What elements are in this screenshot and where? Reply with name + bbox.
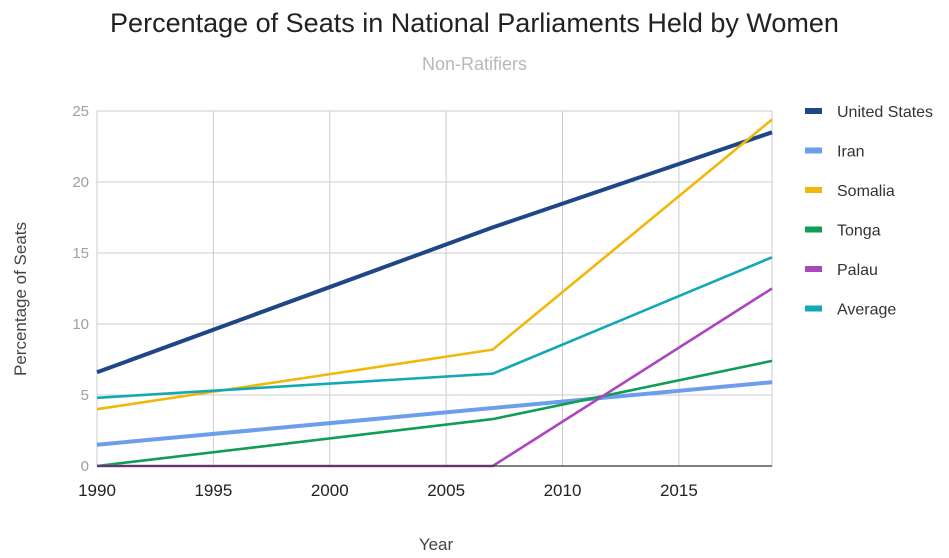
legend: United States Iran Somalia Tonga Palau Averag… [805,104,933,319]
legend-swatch-iran [805,147,822,154]
legend-label-iran: Iran [837,144,865,161]
legend-swatch-united-states [805,108,822,114]
chart-subtitle: Non-Ratifiers [421,54,528,74]
series-line-average [96,256,773,400]
series-line-united-states [96,130,773,375]
x-axis-title: Year [419,535,454,554]
grid [96,110,773,466]
y-tick-label: 25 [72,103,89,120]
y-tick-label: 15 [72,245,89,262]
series-line-tonga [96,359,773,468]
y-axis-title: Percentage of Seats [11,222,30,376]
x-tick-label: 1995 [194,481,232,500]
x-tick-label: 2015 [660,481,698,500]
legend-label-tonga: Tonga [837,223,881,240]
chart-title: Percentage of Seats in National Parliame… [110,8,839,38]
y-tick-label: 5 [81,387,89,404]
x-tick-label: 2010 [544,481,582,500]
y-tick-label: 20 [72,174,89,191]
x-tick-label: 2000 [311,481,349,500]
x-tick-label: 2005 [427,481,465,500]
series-lines [96,118,773,468]
series-line-iran [96,380,773,447]
legend-label-average: Average [837,302,896,319]
series-line-somalia [96,118,773,411]
legend-label-somalia: Somalia [837,183,895,200]
legend-swatch-palau [805,266,822,272]
y-tick-label: 0 [81,458,89,475]
legend-swatch-average [805,305,822,312]
legend-swatch-tonga [805,226,822,233]
y-tick-label: 10 [72,316,89,333]
legend-label-palau: Palau [837,262,878,279]
axes: 0 5 10 15 20 25 1990 1995 2000 2005 2010 2015 [72,103,772,500]
legend-swatch-somalia [805,187,822,193]
legend-label-united-states: United States [837,104,933,121]
x-tick-label: 1990 [78,481,116,500]
